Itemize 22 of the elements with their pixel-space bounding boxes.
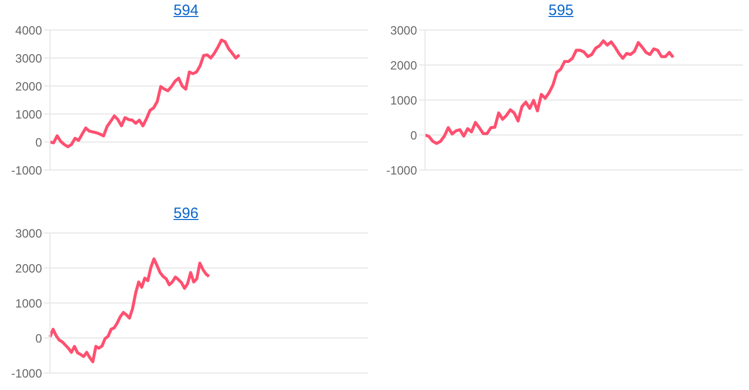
y-tick-label: -1000: [11, 163, 42, 178]
y-tick-label: -1000: [11, 366, 42, 380]
y-tick-label: 4000: [15, 23, 42, 38]
y-tick-label: 3000: [15, 51, 42, 66]
y-tick-label: 1000: [390, 93, 418, 108]
chart-title: 595: [548, 2, 574, 19]
y-tick-label: 2000: [390, 58, 418, 72]
y-tick-label: 2000: [15, 261, 42, 276]
y-tick-label: 3000: [390, 23, 418, 38]
line-series: [424, 39, 675, 145]
chart-title: 594: [173, 2, 199, 19]
y-tick-label: -1000: [386, 163, 418, 178]
line-series: [48, 257, 210, 364]
y-tick-label: 0: [410, 128, 418, 142]
y-tick-label: 0: [35, 331, 42, 346]
y-tick-label: 1000: [15, 296, 42, 310]
y-tick-label: 1000: [15, 107, 42, 122]
y-tick-label: 3000: [15, 226, 42, 240]
chart-title: 596: [173, 205, 199, 222]
y-tick-label: 2000: [15, 79, 42, 94]
y-tick-label: 0: [35, 135, 42, 150]
line-series: [48, 38, 241, 148]
